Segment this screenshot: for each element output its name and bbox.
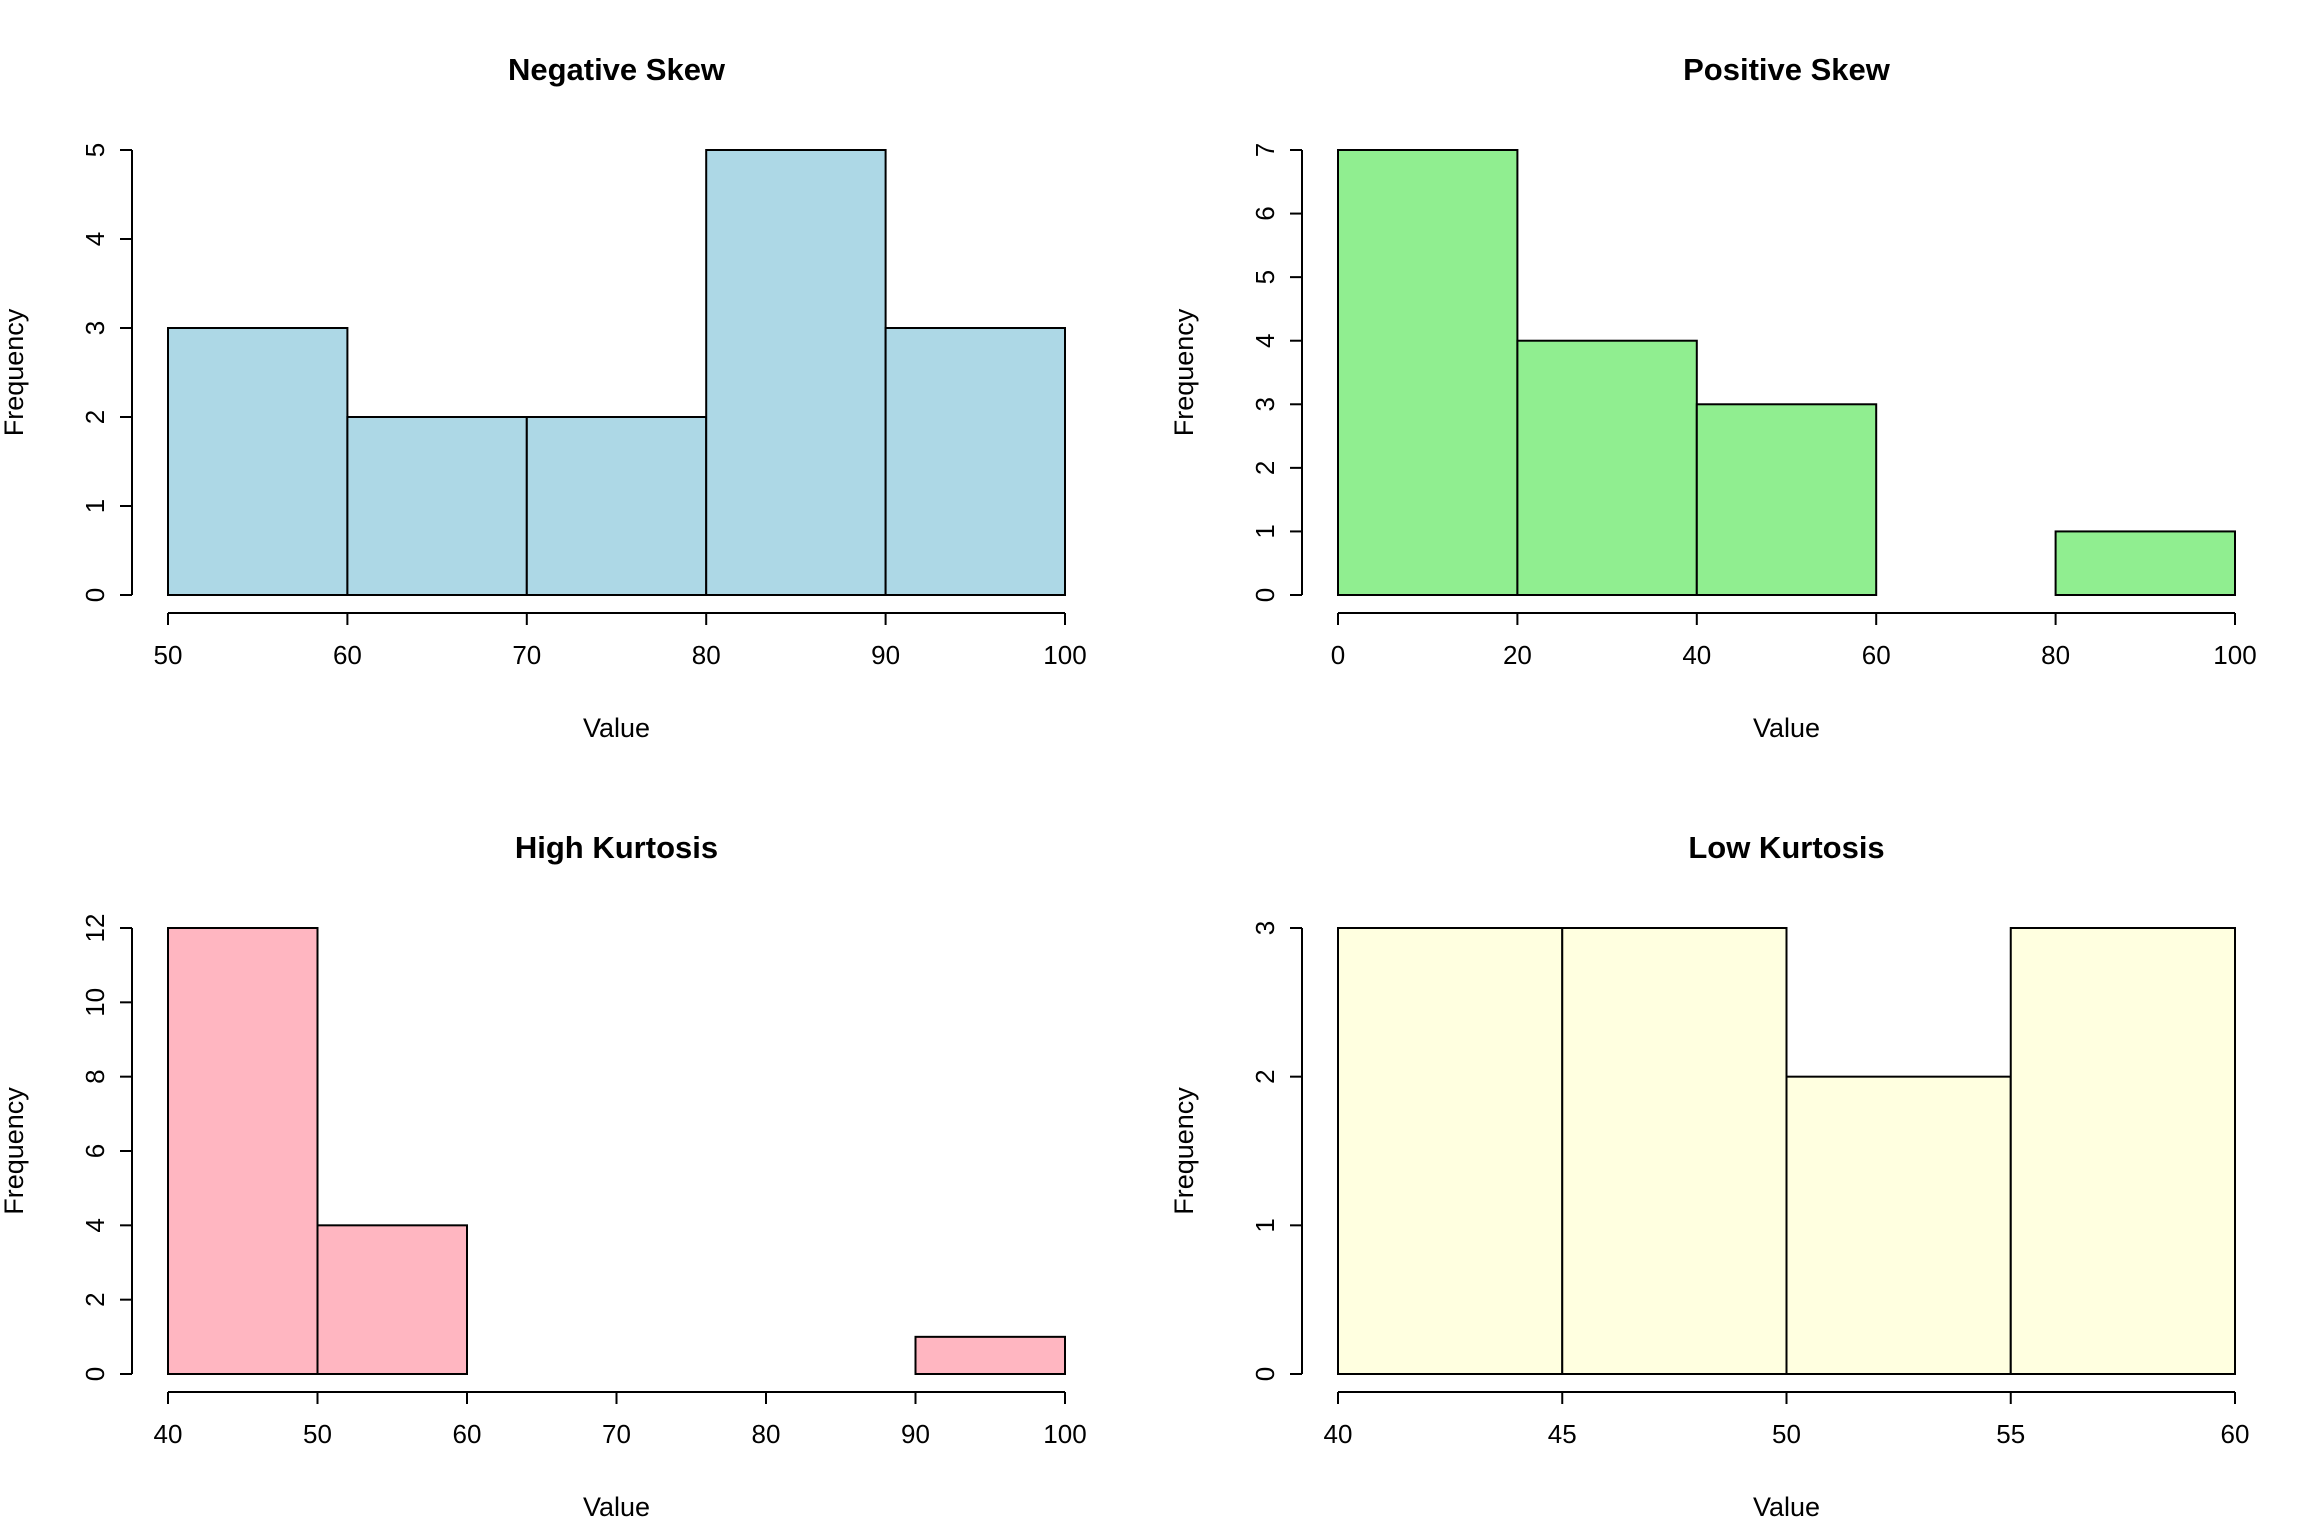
histogram-bar bbox=[1337, 927, 1564, 1375]
y-tick-label: 4 bbox=[1250, 333, 1280, 347]
x-tick-label: 80 bbox=[692, 640, 721, 670]
x-tick-label: 80 bbox=[2041, 640, 2070, 670]
panel-positive-skew: Positive Skew Value Frequency 0 20 40 60 80 1… bbox=[1169, 52, 2257, 743]
y-tick-label: 0 bbox=[80, 1367, 110, 1381]
x-tick-label: 100 bbox=[1043, 640, 1086, 670]
y-tick-label: 3 bbox=[1250, 921, 1280, 935]
histogram-bar bbox=[525, 416, 708, 596]
x-tick-label: 20 bbox=[1503, 640, 1532, 670]
panel-high-kurtosis: High Kurtosis Value Frequency 40 50 60 70 80… bbox=[0, 830, 1087, 1522]
y-tick-label: 2 bbox=[1250, 1069, 1280, 1083]
histogram-bar bbox=[1516, 339, 1698, 597]
panel-negative-skew: Negative Skew Value Frequency 50 60 70 80 90… bbox=[0, 52, 1087, 743]
y-tick-label: 1 bbox=[1250, 524, 1280, 538]
y-tick-label: 7 bbox=[1250, 143, 1280, 157]
panel-title: Positive Skew bbox=[1683, 52, 1891, 87]
y-axis-title: Frequency bbox=[0, 308, 29, 436]
y-tick-label: 0 bbox=[80, 588, 110, 602]
x-tick-label: 60 bbox=[333, 640, 362, 670]
y-tick-label: 4 bbox=[80, 232, 110, 246]
y-tick-label: 3 bbox=[80, 321, 110, 335]
x-tick-label: 50 bbox=[154, 640, 183, 670]
x-tick-label: 60 bbox=[2221, 1419, 2250, 1449]
histogram-bar bbox=[914, 1335, 1066, 1376]
panel-title: Negative Skew bbox=[508, 52, 726, 87]
y-tick-label: 0 bbox=[1250, 588, 1280, 602]
x-tick-label: 60 bbox=[1862, 640, 1891, 670]
histogram-bar bbox=[167, 927, 319, 1375]
x-tick-label: 70 bbox=[602, 1419, 631, 1449]
y-tick-label: 1 bbox=[1250, 1218, 1280, 1232]
y-tick-label: 2 bbox=[1250, 461, 1280, 475]
x-axis-title: Value bbox=[1753, 713, 1820, 743]
x-axis-title: Value bbox=[583, 713, 650, 743]
y-tick-label: 5 bbox=[80, 143, 110, 157]
x-tick-label: 70 bbox=[512, 640, 541, 670]
histogram-bar bbox=[2009, 927, 2236, 1375]
y-tick-label: 0 bbox=[1250, 1367, 1280, 1381]
x-tick-label: 50 bbox=[1772, 1419, 1801, 1449]
x-tick-label: 45 bbox=[1548, 1419, 1577, 1449]
y-tick-label: 2 bbox=[80, 410, 110, 424]
x-tick-label: 0 bbox=[1331, 640, 1345, 670]
histogram-bar bbox=[705, 149, 887, 596]
histogram-bar bbox=[2054, 530, 2237, 597]
y-tick-label: 6 bbox=[80, 1144, 110, 1158]
x-tick-label: 40 bbox=[1682, 640, 1711, 670]
x-axis-title: Value bbox=[1753, 1492, 1820, 1522]
y-tick-label: 12 bbox=[80, 914, 110, 943]
x-tick-label: 40 bbox=[1324, 1419, 1353, 1449]
y-tick-label: 6 bbox=[1250, 206, 1280, 220]
y-axis-title: Frequency bbox=[1169, 1087, 1199, 1215]
y-tick-label: 2 bbox=[80, 1292, 110, 1306]
histogram-bar bbox=[316, 1224, 468, 1376]
x-tick-label: 100 bbox=[1043, 1419, 1086, 1449]
histogram-bar bbox=[346, 416, 528, 596]
histogram-bar bbox=[1337, 149, 1519, 596]
panel-title: High Kurtosis bbox=[515, 830, 718, 865]
x-tick-label: 100 bbox=[2213, 640, 2256, 670]
y-tick-label: 10 bbox=[80, 988, 110, 1017]
y-axis-title: Frequency bbox=[0, 1087, 29, 1215]
y-tick-label: 3 bbox=[1250, 397, 1280, 411]
histogram-bar bbox=[167, 327, 349, 596]
histogram-bar bbox=[1785, 1075, 2012, 1375]
x-tick-label: 55 bbox=[1996, 1419, 2025, 1449]
y-tick-label: 5 bbox=[1250, 270, 1280, 284]
panel-title: Low Kurtosis bbox=[1688, 830, 1884, 865]
y-axis-title: Frequency bbox=[1169, 308, 1199, 436]
x-tick-label: 90 bbox=[871, 640, 900, 670]
x-tick-label: 60 bbox=[453, 1419, 482, 1449]
x-tick-label: 50 bbox=[303, 1419, 332, 1449]
x-axis-title: Value bbox=[583, 1492, 650, 1522]
histogram-bar bbox=[1695, 403, 1878, 596]
y-tick-label: 1 bbox=[80, 499, 110, 513]
histogram-bar bbox=[884, 327, 1066, 596]
y-tick-label: 8 bbox=[80, 1069, 110, 1083]
y-tick-label: 4 bbox=[80, 1218, 110, 1232]
histogram-bar bbox=[1561, 927, 1788, 1375]
panel-low-kurtosis: Low Kurtosis Value Frequency 40 45 50 55 60 0… bbox=[1169, 830, 2249, 1522]
x-tick-label: 90 bbox=[901, 1419, 930, 1449]
x-tick-label: 80 bbox=[752, 1419, 781, 1449]
x-tick-label: 40 bbox=[154, 1419, 183, 1449]
